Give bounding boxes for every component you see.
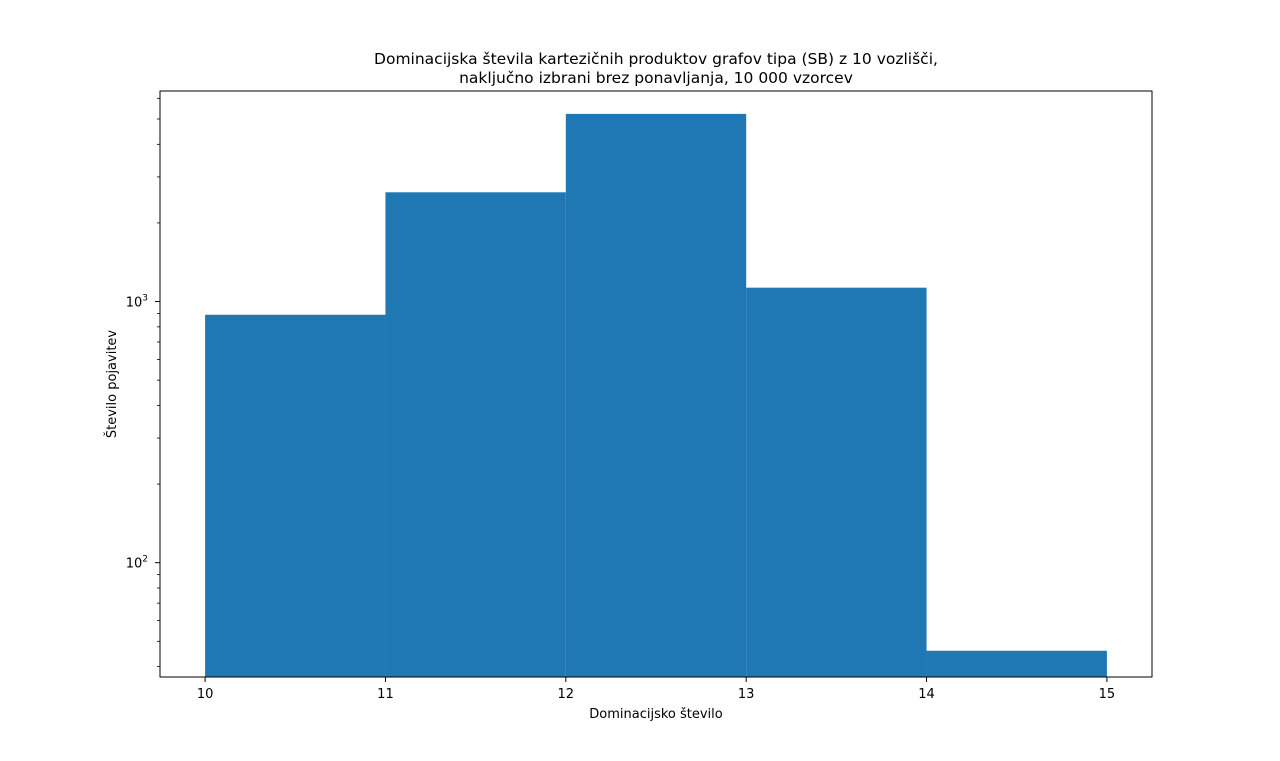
plot-frame bbox=[159, 90, 1153, 678]
bars-group bbox=[205, 113, 1107, 678]
y-axis-label: Število pojavitev bbox=[104, 330, 120, 439]
x-tick-label-0: 10 bbox=[197, 687, 214, 702]
histogram-bar-3 bbox=[746, 287, 927, 677]
chart-title-line-2: naključno izbrani brez ponavljanja, 10 0… bbox=[459, 69, 853, 87]
histogram-bar-2 bbox=[565, 113, 747, 678]
x-tick-label-2: 12 bbox=[558, 687, 575, 702]
y-tick-label-1: 103 bbox=[126, 294, 148, 311]
x-axis-ticks: 10 11 12 13 14 15 bbox=[197, 677, 1115, 702]
x-tick-label-3: 13 bbox=[738, 687, 755, 702]
y-tick-label-0: 102 bbox=[126, 555, 148, 572]
x-axis-label: Dominacijsko število bbox=[589, 707, 723, 722]
histogram-bar-0 bbox=[205, 314, 386, 677]
x-tick-label-4: 14 bbox=[918, 687, 935, 702]
x-tick-label-5: 15 bbox=[1099, 687, 1116, 702]
x-tick-label-1: 11 bbox=[377, 687, 394, 702]
histogram-bar-1 bbox=[385, 192, 566, 677]
chart-title-line-1: Dominacijska števila kartezičnih produkt… bbox=[374, 50, 938, 68]
y-axis-ticks: 102 103 bbox=[126, 97, 160, 668]
histogram-bar-4 bbox=[926, 650, 1107, 677]
